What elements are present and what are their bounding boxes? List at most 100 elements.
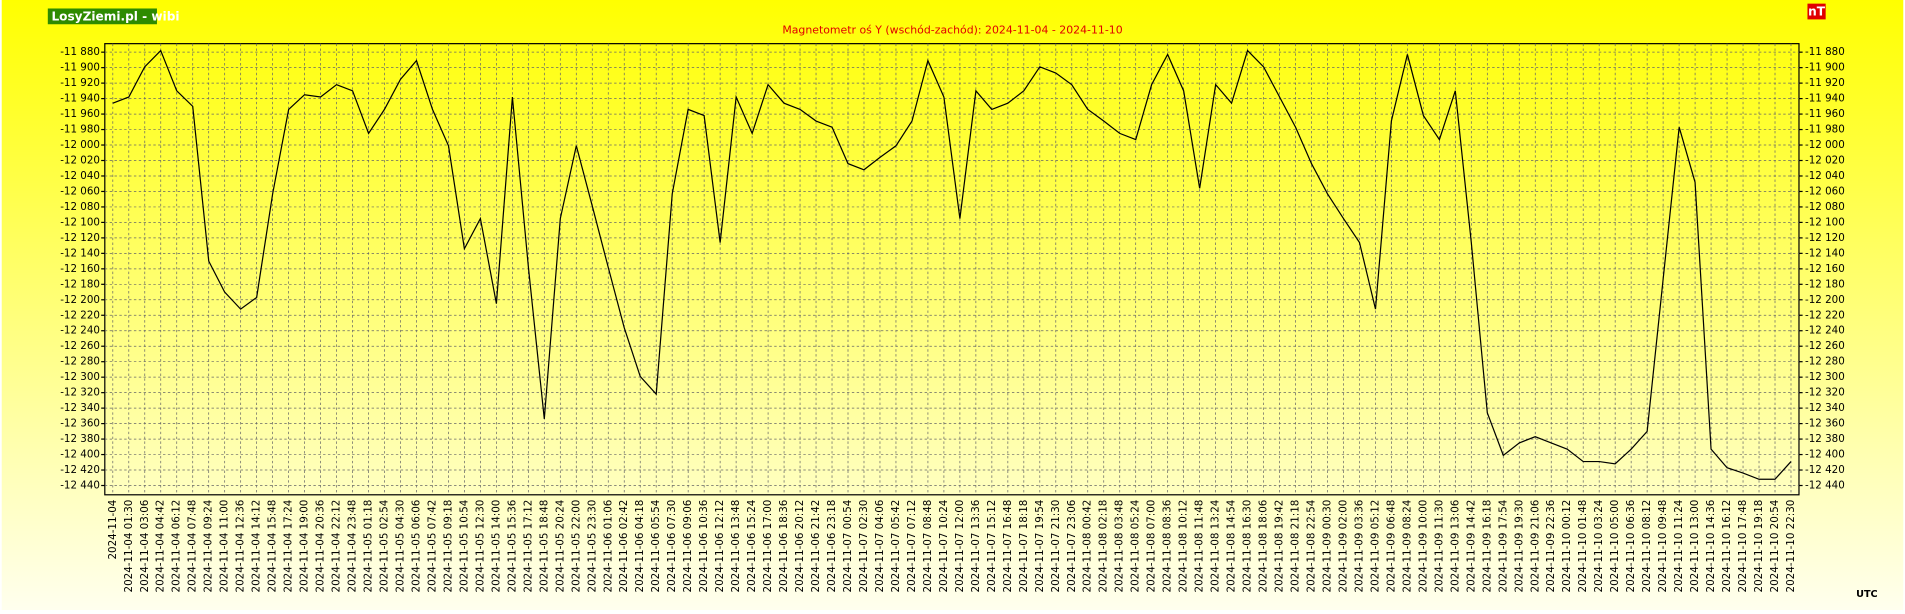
y2-tick-label: -12 260 [1805,340,1845,352]
x-tick-label: 2024-11-05 10:54 [458,500,470,593]
y-tick-label: -12 380 [60,433,100,445]
x-tick-label: 2024-11-10 11:24 [1673,500,1685,593]
x-tick-label: 2024-11-04 17:24 [283,500,295,593]
x-tick-label: 2024-11-06 21:42 [810,500,822,593]
y-tick-label: -12 440 [60,480,100,492]
x-tick-label: 2024-11-05 14:00 [490,500,502,593]
x-tick-label: 2024-11-10 06:36 [1625,500,1637,593]
x-tick-label: 2024-11-09 19:30 [1513,500,1525,593]
x-tick-label: 2024-11-05 02:54 [379,500,391,593]
x-tick-label: 2024-11-07 04:06 [874,500,886,593]
y2-tick-label: -12 160 [1805,263,1845,275]
x-tick-label: 2024-11-06 07:30 [666,500,678,593]
x-tick-label: 2024-11-04 20:36 [315,500,327,593]
x-tick-label: 2024-11-10 08:12 [1641,500,1653,593]
x-tick-label: 2024-11-10 03:24 [1593,500,1605,593]
y-tick-label: -12 220 [60,309,100,321]
x-tick-label: 2024-11-08 02:18 [1098,500,1110,593]
x-tick-label: 2024-11-09 13:06 [1449,500,1461,593]
y2-tick-label: -12 180 [1805,278,1845,290]
x-tick-label: 2024-11-10 01:48 [1577,500,1589,593]
x-tick-label: 2024-11-06 12:12 [714,500,726,593]
x-tick-label: 2024-11-04 07:48 [187,500,199,593]
x-tick-label: 2024-11-07 19:54 [1034,500,1046,593]
x-tick-label: 2024-11-07 23:06 [1066,500,1078,593]
x-tick-label: 2024-11-10 05:00 [1609,500,1621,593]
y-tick-label: -11 940 [60,93,100,105]
y2-tick-label: -12 060 [1805,185,1845,197]
x-tick-label: 2024-11-09 14:42 [1465,500,1477,593]
y-tick-label: -11 900 [60,62,100,74]
x-tick-label: 2024-11-04 14:12 [251,500,263,593]
x-tick-label: 2024-11-07 15:12 [986,500,998,593]
x-tick-label: 2024-11-05 06:06 [410,500,422,593]
y2-tick-label: -12 200 [1805,294,1845,306]
y2-tick-label: -12 120 [1805,232,1845,244]
x-tick-label: 2024-11-06 09:06 [682,500,694,593]
x-tick-label: 2024-11-08 19:42 [1274,500,1286,593]
x-tick-label: 2024-11-04 11:00 [219,500,231,593]
x-tick-label: 2024-11-10 16:12 [1721,500,1733,593]
unit: nT [1808,5,1826,19]
x-tick-label: 2024-11-08 13:24 [1210,500,1222,593]
x-tick-label: 2024-11-10 17:48 [1737,500,1749,593]
x-tick-label: 2024-11-10 20:54 [1769,500,1781,593]
logo-box [47,8,157,25]
x-tick-label: 2024-11-08 03:48 [1114,500,1126,593]
y2-tick-label: -12 440 [1805,480,1845,492]
y2-tick-label: -12 360 [1805,418,1845,430]
x-tick-label: 2024-11-06 15:24 [746,500,758,593]
x-tick-label: 2024-11-10 00:12 [1561,500,1573,593]
y2-tick-label: -11 940 [1805,93,1845,105]
x-tick-label: 2024-11-05 04:30 [394,500,406,593]
y2-tick-label: -11 880 [1805,46,1845,58]
x-tick-label: 2024-11-06 10:36 [698,500,710,593]
y-tick-label: -12 060 [60,185,100,197]
x-tick-label: 2024-11-05 18:48 [538,500,550,593]
x-tick-label: 2024-11-06 13:48 [730,500,742,593]
y-tick-label: -12 420 [60,464,100,476]
x-tick-label: 2024-11-06 04:18 [634,500,646,593]
x-tick-label: 2024-11-06 01:06 [602,500,614,593]
x-tick-label: 2024-11-10 14:36 [1705,500,1717,593]
x-tick-label: 2024-11-04 12:36 [235,500,247,593]
y-tick-label: -12 400 [60,449,100,461]
y-tick-label: -12 340 [60,402,100,414]
y-tick-label: -11 960 [60,108,100,120]
x-tick-label: 2024-11-09 21:06 [1529,500,1541,593]
x-tick-label: 2024-11-09 05:12 [1369,500,1381,593]
x-tick-label: 2024-11-08 05:24 [1130,500,1142,593]
x-tick-label: 2024-11-09 00:30 [1321,500,1333,593]
x-tick-label: 2024-11-04 03:06 [139,500,151,593]
x-tick-label: 2024-11-08 08:36 [1162,500,1174,593]
y-tick-label: -12 180 [60,278,100,290]
x-tick-label: 2024-11-05 07:42 [426,500,438,593]
y2-tick-label: -11 920 [1805,77,1845,89]
x-tick-label: 2024-11-04 23:48 [347,500,359,593]
x-tick-label: 2024-11-07 18:18 [1018,500,1030,593]
x-tick-label: 2024-11-05 09:18 [442,500,454,593]
x-tick-label: 2024-11-04 01:30 [123,500,135,593]
x-tick-label: 2024-11-10 09:48 [1657,500,1669,593]
y-tick-label: -12 240 [60,325,100,337]
unit-box [1807,3,1826,20]
y2-tick-label: -12 000 [1805,139,1845,151]
y2-tick-label: -12 080 [1805,201,1845,213]
x-tick-label: 2024-11-05 15:36 [506,500,518,593]
x-tick-label: 2024-11-06 02:42 [618,500,630,593]
x-tick-label: 2024-11-06 20:12 [794,500,806,593]
x-tick-label: 2024-11-08 21:18 [1290,500,1302,593]
x-tick-label: 2024-11-09 17:54 [1497,500,1509,593]
x-tick-label: 2024-11-09 02:00 [1337,500,1349,593]
y-tick-label: -12 080 [60,201,100,213]
x-tick-label: 2024-11-09 03:36 [1353,500,1365,593]
y-tick-label: -12 200 [60,294,100,306]
x-tick-label: 2024-11-06 18:36 [778,500,790,593]
x-tick-label: 2024-11-07 10:24 [938,500,950,593]
y2-tick-label: -12 320 [1805,387,1845,399]
x-tick-label: 2024-11-04 09:24 [203,500,215,593]
x-tick-label: 2024-11-08 18:06 [1258,500,1270,593]
data-line [112,49,1792,480]
x-tick-label: 2024-11-04 [107,500,119,560]
